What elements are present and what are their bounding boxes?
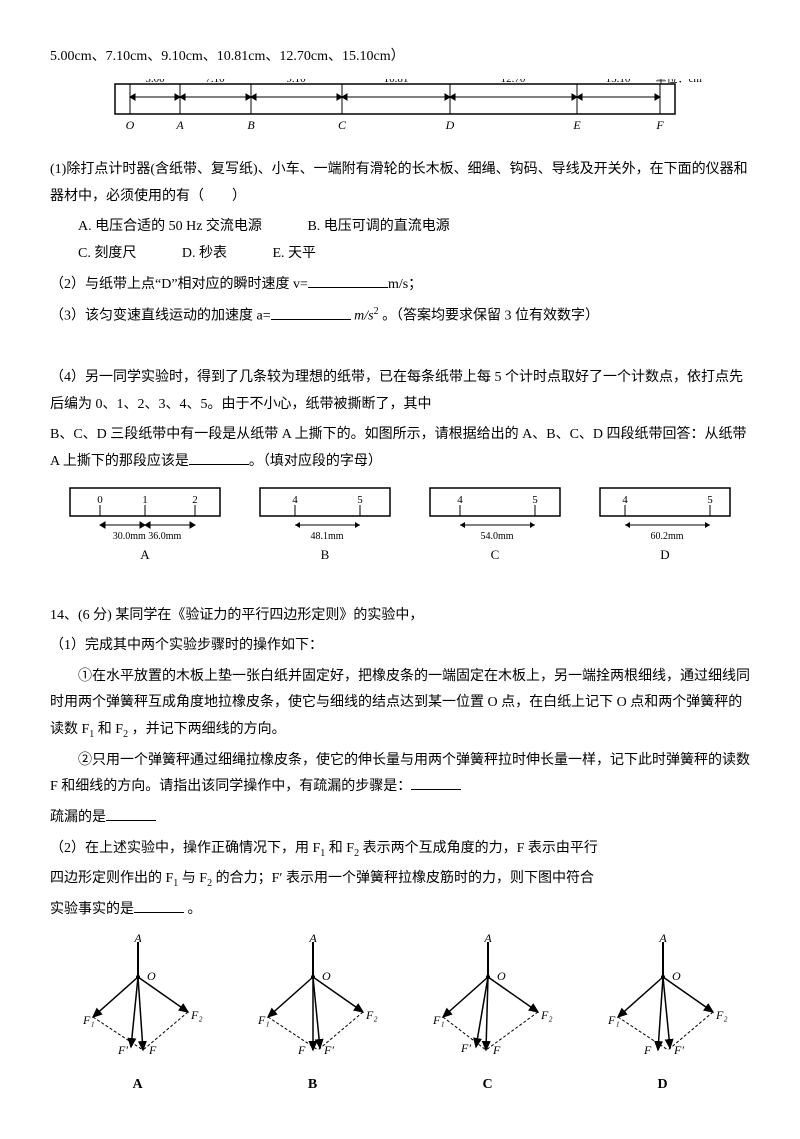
svg-text:2: 2 <box>192 494 198 506</box>
svg-text:C: C <box>338 118 347 132</box>
q14-step2b: 疏漏的是 <box>50 805 750 832</box>
svg-text:12.70: 12.70 <box>501 79 526 85</box>
svg-text:F′: F′ <box>323 1043 334 1057</box>
svg-text:15.10: 15.10 <box>606 79 631 85</box>
svg-text:10.81: 10.81 <box>384 79 409 85</box>
opt-e: E. 天平 <box>272 246 316 261</box>
four-tapes: 0 1 2 30.0mm 36.0mm A 4 5 48.1mm B <box>50 483 750 568</box>
svg-text:F: F <box>492 1043 501 1057</box>
svg-text:B: B <box>247 118 255 132</box>
svg-text:A: A <box>133 932 142 945</box>
opt-b: B. 电压可调的直流电源 <box>307 219 449 234</box>
svg-text:4: 4 <box>292 494 298 506</box>
svg-text:4: 4 <box>622 494 628 506</box>
svg-text:F₁: F₁ <box>82 1013 95 1027</box>
svg-text:F₁: F₁ <box>432 1013 445 1027</box>
q14-2g: 实验事实的是 。 <box>50 897 750 924</box>
svg-text:O: O <box>322 969 331 983</box>
vec-b: A O F₁ F₂ F F′ B <box>238 932 388 1099</box>
svg-text:7.10: 7.10 <box>205 79 225 85</box>
svg-text:F′: F′ <box>460 1041 471 1055</box>
tape-figure: 5.00 7.10 9.10 10.81 12.70 15.10 单位：cm O… <box>50 79 750 150</box>
opt-d: D. 秒表 <box>182 246 227 261</box>
vec-c: A O F₁ F₂ F′ F C <box>413 932 563 1099</box>
svg-text:F′: F′ <box>117 1043 128 1057</box>
vec-a: A O F₁ F₂ F′ F A <box>63 932 213 1099</box>
svg-text:F₂: F₂ <box>365 1008 378 1022</box>
q14-head: 14、(6 分) 某同学在《验证力的平行四边形定则》的实验中， <box>50 603 750 630</box>
svg-text:单位：cm: 单位：cm <box>656 79 703 85</box>
q14-step2: ②只用一个弹簧秤通过细绳拉橡皮条，使它的伸长量与用两个弹簧秤拉时伸长量一样，记下… <box>50 748 750 801</box>
svg-text:48.1mm: 48.1mm <box>310 531 343 542</box>
svg-text:D: D <box>445 118 455 132</box>
opt-c: C. 刻度尺 <box>78 246 136 261</box>
q14-2d: 四边形定则作出的 F1 与 F2 的合力；F′ 表示用一个弹簧秤拉橡皮筋时的力，… <box>50 866 750 893</box>
vec-d: A O F₁ F₂ F F′ D <box>588 932 738 1099</box>
svg-text:5: 5 <box>357 494 363 506</box>
tape-d: 4 5 60.2mm D <box>595 483 735 568</box>
svg-text:9.10: 9.10 <box>286 79 306 85</box>
svg-text:F₂: F₂ <box>190 1008 203 1022</box>
q3: （3）该匀变速直线运动的加速度 a= m/s2 。（答案均要求保留 3 位有效数… <box>50 302 750 330</box>
q14-step1: ①在水平放置的木板上垫一张白纸并固定好，把橡皮条的一端固定在木板上，另一端拴两根… <box>50 664 750 744</box>
svg-text:F: F <box>148 1043 157 1057</box>
svg-text:A: A <box>483 932 492 945</box>
svg-text:F₁: F₁ <box>607 1013 620 1027</box>
svg-text:5: 5 <box>532 494 538 506</box>
svg-text:60.2mm: 60.2mm <box>650 531 683 542</box>
svg-text:1: 1 <box>142 494 148 506</box>
tape-b: 4 5 48.1mm B <box>255 483 395 568</box>
svg-text:F′: F′ <box>673 1043 684 1057</box>
q14-1: （1）完成其中两个实验步骤时的操作如下： <box>50 633 750 660</box>
tape-c: 4 5 54.0mm C <box>425 483 565 568</box>
q4-p1: （4）另一同学实验时，得到了几条较为理想的纸带，已在每条纸带上每 5 个计时点取… <box>50 365 750 418</box>
svg-text:30.0mm 36.0mm: 30.0mm 36.0mm <box>113 531 182 542</box>
svg-text:F: F <box>655 118 664 132</box>
svg-text:A: A <box>308 932 317 945</box>
svg-text:O: O <box>497 969 506 983</box>
svg-text:E: E <box>572 118 581 132</box>
svg-text:F: F <box>643 1043 652 1057</box>
svg-text:A: A <box>175 118 184 132</box>
q14-2: （2）在上述实验中，操作正确情况下，用 F1 和 F2 表示两个互成角度的力，F… <box>50 836 750 863</box>
svg-text:5: 5 <box>707 494 713 506</box>
svg-text:5.00: 5.00 <box>145 79 165 85</box>
svg-text:O: O <box>126 118 135 132</box>
q2: （2）与纸带上点“D”相对应的瞬时速度 v=m/s； <box>50 272 750 299</box>
svg-text:4: 4 <box>457 494 463 506</box>
svg-text:F₂: F₂ <box>715 1008 728 1022</box>
svg-text:F₁: F₁ <box>257 1013 270 1027</box>
svg-text:O: O <box>672 969 681 983</box>
svg-text:0: 0 <box>97 494 103 506</box>
q1-options: A. 电压合适的 50 Hz 交流电源 B. 电压可调的直流电源 C. 刻度尺 … <box>78 214 750 267</box>
top-line: 5.00cm、7.10cm、9.10cm、10.81cm、12.70cm、15.… <box>50 44 750 71</box>
q4-p2: B、C、D 三段纸带中有一段是从纸带 A 上撕下的。如图所示，请根据给出的 A、… <box>50 422 750 475</box>
vector-diagrams: A O F₁ F₂ F′ F A A O <box>50 932 750 1099</box>
tape-a: 0 1 2 30.0mm 36.0mm A <box>65 483 225 568</box>
svg-text:54.0mm: 54.0mm <box>480 531 513 542</box>
svg-text:O: O <box>147 969 156 983</box>
q1: (1)除打点计时器(含纸带、复写纸)、小车、一端附有滑轮的长木板、细绳、钩码、导… <box>50 157 750 210</box>
svg-text:A: A <box>658 932 667 945</box>
svg-text:F₂: F₂ <box>540 1008 553 1022</box>
svg-text:F: F <box>297 1043 306 1057</box>
opt-a: A. 电压合适的 50 Hz 交流电源 <box>78 219 262 234</box>
